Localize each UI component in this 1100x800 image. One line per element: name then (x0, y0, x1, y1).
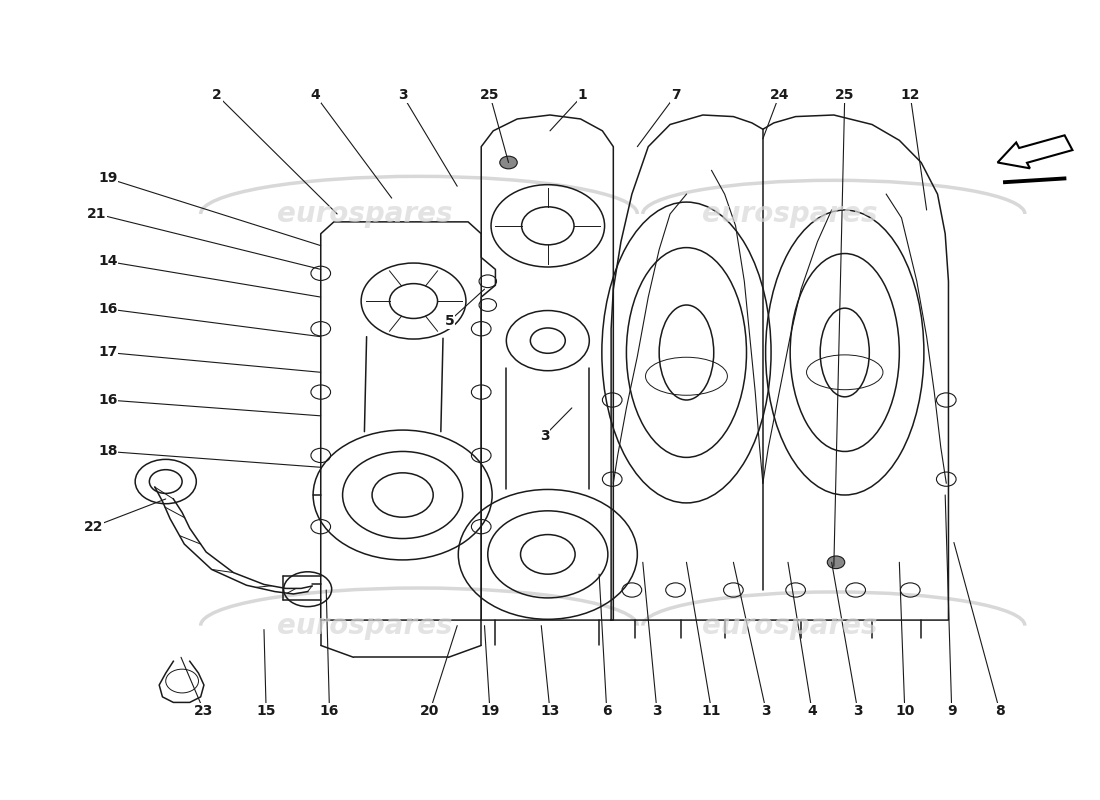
Text: 13: 13 (540, 704, 560, 718)
Text: 25: 25 (481, 88, 499, 102)
Text: 15: 15 (256, 704, 276, 718)
Text: 18: 18 (98, 445, 118, 458)
Text: 6: 6 (602, 704, 612, 718)
Text: 23: 23 (195, 704, 213, 718)
Text: 5: 5 (444, 314, 454, 328)
Text: 3: 3 (761, 704, 771, 718)
Text: 19: 19 (98, 171, 118, 186)
Text: 10: 10 (895, 704, 914, 718)
Text: 8: 8 (994, 704, 1004, 718)
Text: 3: 3 (852, 704, 862, 718)
Text: 3: 3 (540, 429, 549, 442)
Text: 22: 22 (84, 520, 103, 534)
Text: 16: 16 (98, 393, 118, 407)
Text: 20: 20 (420, 704, 440, 718)
Text: 16: 16 (98, 302, 118, 316)
Text: eurospares: eurospares (703, 612, 878, 640)
Text: 3: 3 (652, 704, 662, 718)
Text: 25: 25 (835, 88, 855, 102)
Text: 7: 7 (671, 88, 681, 102)
Circle shape (499, 156, 517, 169)
Text: 2: 2 (212, 88, 222, 102)
Text: 3: 3 (398, 88, 407, 102)
Text: 19: 19 (481, 704, 499, 718)
Text: 9: 9 (947, 704, 957, 718)
Text: 14: 14 (98, 254, 118, 269)
Text: 1: 1 (578, 88, 587, 102)
Text: 21: 21 (87, 207, 107, 221)
Text: 16: 16 (320, 704, 339, 718)
Text: 24: 24 (770, 88, 789, 102)
Text: eurospares: eurospares (703, 200, 878, 228)
Text: 11: 11 (702, 704, 722, 718)
Circle shape (827, 556, 845, 569)
FancyArrow shape (998, 135, 1072, 168)
Text: 17: 17 (98, 346, 118, 359)
Text: 4: 4 (807, 704, 817, 718)
Text: 12: 12 (901, 88, 920, 102)
Text: eurospares: eurospares (277, 612, 452, 640)
Text: 4: 4 (310, 88, 320, 102)
Text: eurospares: eurospares (277, 200, 452, 228)
